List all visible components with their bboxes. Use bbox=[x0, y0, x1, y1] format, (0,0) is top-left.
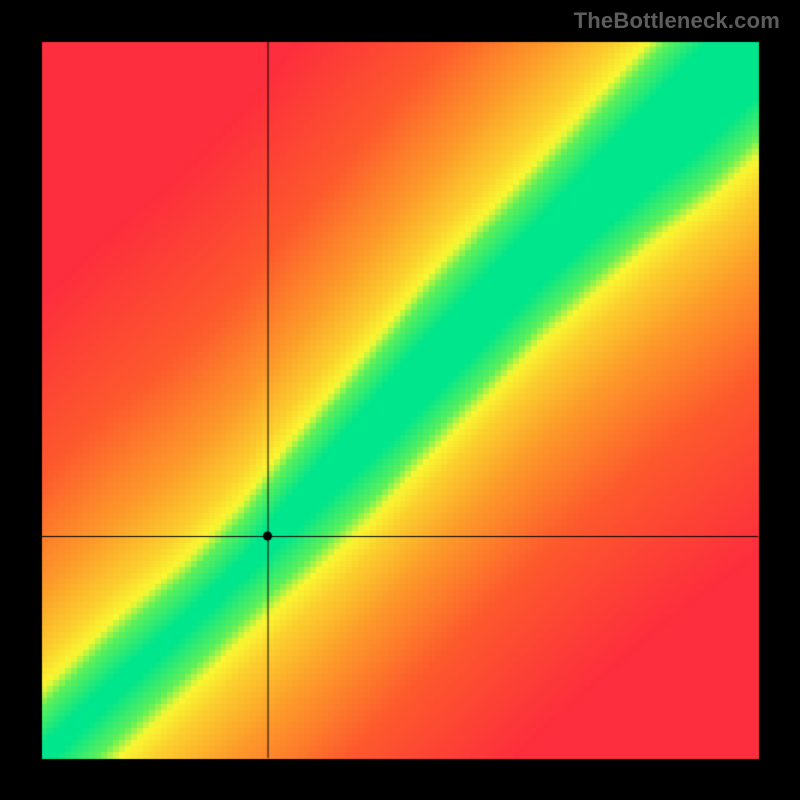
chart-container: TheBottleneck.com bbox=[0, 0, 800, 800]
bottleneck-heatmap bbox=[0, 0, 800, 800]
watermark-text: TheBottleneck.com bbox=[574, 8, 780, 34]
